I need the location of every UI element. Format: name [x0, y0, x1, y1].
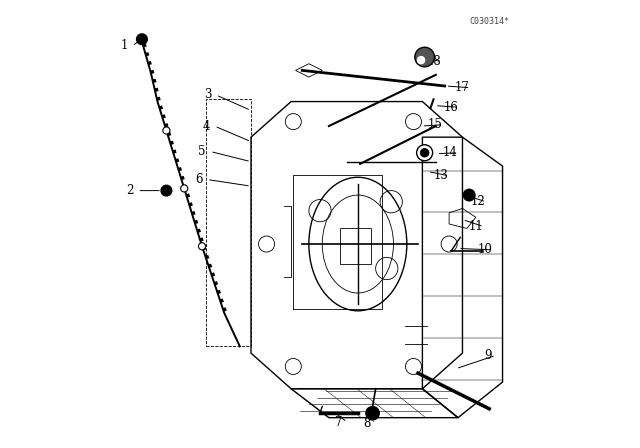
- Circle shape: [163, 127, 170, 134]
- Circle shape: [463, 189, 475, 201]
- Text: 14: 14: [443, 146, 458, 159]
- Text: 4: 4: [203, 120, 210, 133]
- Text: 6: 6: [195, 173, 203, 186]
- Circle shape: [415, 47, 435, 67]
- Text: 1: 1: [120, 39, 128, 52]
- Text: 13: 13: [434, 169, 449, 182]
- Circle shape: [420, 149, 429, 157]
- Text: 9: 9: [484, 349, 492, 362]
- Circle shape: [180, 185, 188, 192]
- Text: 18: 18: [426, 55, 441, 68]
- Circle shape: [136, 34, 147, 44]
- Text: 12: 12: [470, 195, 485, 208]
- Text: 15: 15: [428, 118, 442, 131]
- Text: 7: 7: [335, 416, 343, 429]
- Text: 16: 16: [444, 101, 459, 114]
- Text: 3: 3: [204, 88, 212, 101]
- Text: C030314*: C030314*: [469, 17, 509, 26]
- Text: 17: 17: [455, 81, 470, 94]
- Text: 5: 5: [198, 145, 206, 158]
- Circle shape: [417, 145, 433, 161]
- Text: 10: 10: [477, 243, 492, 256]
- Circle shape: [198, 243, 205, 250]
- Text: 11: 11: [468, 220, 483, 233]
- Circle shape: [366, 406, 380, 420]
- Text: 2: 2: [125, 184, 133, 197]
- Circle shape: [161, 185, 172, 196]
- Text: 8: 8: [364, 417, 371, 430]
- Circle shape: [417, 56, 424, 64]
